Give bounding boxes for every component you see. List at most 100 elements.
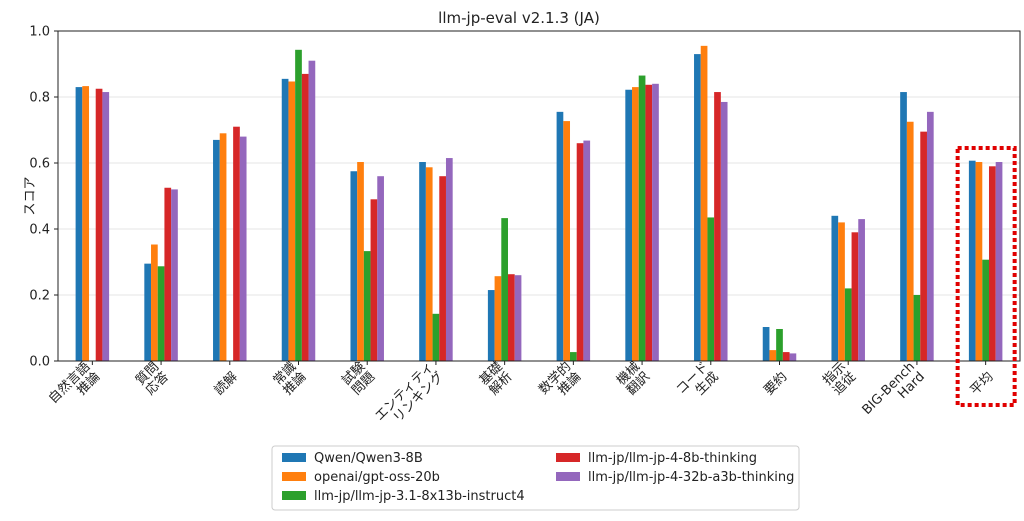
bar bbox=[789, 353, 797, 361]
x-tick-label-group: 平均 bbox=[968, 369, 997, 398]
bar bbox=[151, 244, 158, 361]
bar bbox=[694, 54, 701, 361]
legend-swatch bbox=[556, 453, 580, 462]
highlight-box-group bbox=[955, 146, 1017, 407]
bar bbox=[995, 162, 1003, 361]
bars bbox=[75, 45, 1003, 362]
bar bbox=[851, 232, 859, 361]
bar bbox=[425, 167, 433, 361]
legend-entry-label: llm-jp/llm-jp-4-32b-a3b-thinking bbox=[588, 470, 794, 485]
bar bbox=[700, 45, 708, 361]
bar bbox=[239, 136, 247, 361]
bar bbox=[494, 276, 502, 361]
bar bbox=[920, 131, 927, 361]
bar bbox=[308, 60, 316, 361]
bar bbox=[900, 92, 907, 362]
bar bbox=[720, 101, 728, 361]
bar bbox=[295, 49, 302, 362]
chart-title: llm-jp-eval v2.1.3 (JA) bbox=[438, 9, 600, 27]
bar bbox=[858, 219, 865, 361]
bar bbox=[233, 126, 240, 361]
bar bbox=[95, 88, 103, 361]
bar bbox=[645, 84, 653, 361]
legend: Qwen/Qwen3-8B openai/gpt-oss-20b llm-jp/ll… bbox=[271, 445, 800, 511]
bar bbox=[968, 160, 976, 361]
bar bbox=[419, 162, 426, 361]
bar bbox=[632, 87, 639, 361]
bar bbox=[975, 162, 983, 361]
y-axis-label: スコア bbox=[23, 176, 38, 215]
bar bbox=[906, 121, 914, 361]
bar bbox=[445, 158, 453, 361]
bar bbox=[913, 295, 921, 361]
legend-entry-label: llm-jp/llm-jp-4-8b-thinking bbox=[588, 451, 757, 466]
y-tick-label: 0.4 bbox=[29, 223, 50, 238]
bar bbox=[570, 352, 577, 361]
bar bbox=[507, 274, 515, 361]
bar bbox=[707, 217, 715, 361]
bar bbox=[838, 222, 845, 361]
legend-entry-label: llm-jp/llm-jp-3.1-8x13b-instruct4 bbox=[314, 489, 525, 504]
legend-frame bbox=[271, 445, 800, 511]
bar bbox=[164, 187, 172, 361]
bar bbox=[583, 140, 591, 361]
bar bbox=[576, 143, 584, 361]
bar bbox=[556, 111, 564, 361]
y-tick-label: 1.0 bbox=[29, 25, 50, 40]
x-tick-label: 平均 bbox=[968, 369, 997, 398]
bar bbox=[75, 87, 83, 361]
bar bbox=[782, 352, 790, 361]
highlight-box bbox=[955, 146, 1017, 407]
bar bbox=[377, 176, 384, 361]
bar bbox=[926, 111, 934, 361]
x-tick-label-group: 要約 bbox=[761, 369, 790, 398]
bar bbox=[171, 189, 178, 361]
bar bbox=[982, 259, 989, 361]
bar bbox=[213, 139, 220, 361]
bar bbox=[157, 266, 165, 361]
y-tick-label: 0.0 bbox=[29, 355, 50, 370]
bar bbox=[638, 75, 646, 362]
bar bbox=[776, 328, 783, 361]
grid-lines bbox=[58, 30, 1020, 362]
bar bbox=[762, 327, 770, 361]
plot-area-frame bbox=[57, 30, 1021, 362]
legend-entry-label: Qwen/Qwen3-8B bbox=[314, 451, 423, 466]
legend-swatch bbox=[282, 453, 306, 462]
legend-entry-label: openai/gpt-oss-20b bbox=[314, 470, 440, 485]
bar bbox=[219, 133, 227, 361]
bar bbox=[301, 73, 309, 362]
bar bbox=[714, 92, 721, 362]
bar bbox=[82, 86, 90, 362]
bar bbox=[501, 218, 508, 361]
bar bbox=[432, 313, 440, 361]
bar bbox=[439, 176, 446, 361]
bar bbox=[102, 92, 110, 362]
x-tick-label-group: 読解 bbox=[211, 369, 241, 399]
bar bbox=[831, 215, 839, 361]
bar bbox=[363, 251, 371, 361]
bar bbox=[625, 89, 633, 362]
bar bbox=[370, 199, 378, 361]
bar bbox=[563, 121, 571, 361]
bar bbox=[844, 288, 852, 361]
bar bbox=[350, 171, 358, 361]
bar bbox=[281, 78, 289, 361]
bar bbox=[357, 162, 364, 361]
bar bbox=[769, 350, 777, 361]
y-axis-ticks: 0.0 0.2 0.4 0.6 0.8 1.0 bbox=[29, 25, 58, 370]
legend-swatch bbox=[556, 472, 580, 481]
y-tick-label: 0.8 bbox=[29, 91, 50, 106]
bar bbox=[988, 166, 996, 361]
bar bbox=[288, 81, 296, 362]
